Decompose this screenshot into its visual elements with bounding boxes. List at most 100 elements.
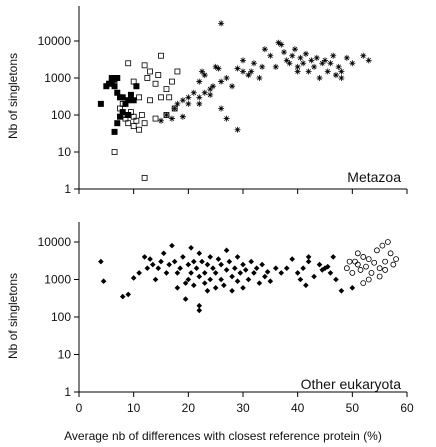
data-point [147, 97, 153, 104]
data-point [179, 97, 186, 104]
data-point [393, 256, 399, 262]
data-point [196, 250, 203, 257]
data-point [125, 60, 132, 67]
data-point [136, 94, 143, 101]
data-point [376, 265, 383, 272]
data-point [125, 291, 131, 298]
y-tick-label: 1000 [44, 71, 71, 85]
x-tick-label: 20 [182, 401, 196, 415]
data-point [248, 68, 255, 75]
data-point [207, 91, 214, 98]
data-point [240, 57, 246, 64]
data-point [98, 258, 104, 265]
data-point [245, 72, 252, 79]
data-point [305, 68, 312, 75]
data-point [327, 270, 334, 276]
data-point [273, 265, 279, 272]
data-point [374, 247, 380, 254]
data-point [327, 60, 334, 67]
data-point [100, 278, 107, 285]
data-point [201, 270, 208, 276]
data-point [119, 100, 126, 107]
data-point [144, 75, 151, 81]
data-point [237, 270, 244, 276]
data-point [111, 149, 118, 155]
data-point [234, 65, 241, 72]
other-eukaryota-y-axis-label: Nb of singletons [6, 273, 20, 359]
data-point [308, 57, 315, 64]
data-point [171, 258, 178, 265]
x-tick-label: 30 [236, 401, 250, 415]
data-point [297, 54, 304, 61]
data-point [259, 261, 265, 268]
data-point [330, 254, 336, 260]
data-point [169, 242, 175, 249]
data-point [360, 52, 367, 59]
data-point [174, 285, 181, 291]
data-point [174, 100, 181, 107]
data-point [218, 78, 225, 85]
data-point [338, 75, 345, 81]
data-point [158, 117, 164, 124]
data-point [294, 270, 301, 276]
data-point [191, 282, 197, 289]
data-point [196, 302, 203, 309]
data-point [125, 97, 132, 104]
data-point [193, 265, 200, 272]
data-point [218, 20, 225, 27]
data-point [201, 72, 208, 79]
y-tick-label: 10 [58, 348, 72, 362]
data-point [138, 112, 145, 118]
data-point [209, 83, 216, 90]
data-point [332, 72, 339, 79]
data-point [245, 276, 252, 283]
data-point [240, 68, 246, 75]
data-point [152, 276, 159, 283]
data-point [256, 75, 263, 81]
data-point [281, 49, 287, 56]
data-point [180, 254, 186, 260]
data-point [152, 115, 159, 122]
data-point [316, 261, 323, 268]
data-point [185, 100, 192, 107]
y-tick-label: 10000 [38, 34, 72, 48]
data-point [196, 100, 203, 107]
data-point [278, 41, 285, 48]
data-point [305, 254, 312, 260]
data-point [352, 258, 358, 265]
data-point [286, 60, 293, 67]
data-point [302, 50, 309, 57]
data-point [133, 117, 140, 124]
data-point [283, 265, 290, 272]
x-tick-label: 10 [127, 401, 141, 415]
metazoa-panel: Nb of singletons Metazoa 10000 1000 100 10 1 [6, 6, 408, 196]
data-point [223, 75, 230, 81]
data-point [253, 265, 260, 272]
data-point [333, 276, 339, 283]
data-point [294, 68, 301, 75]
data-point [384, 239, 391, 245]
data-point [267, 52, 274, 59]
data-point [182, 296, 189, 302]
data-point [144, 265, 151, 272]
data-point [188, 245, 194, 251]
data-point [150, 261, 156, 268]
data-point [354, 250, 361, 257]
data-point [324, 68, 331, 75]
data-point [303, 282, 309, 289]
data-point [324, 263, 331, 270]
data-point [212, 285, 219, 291]
data-point [174, 68, 181, 75]
data-point [218, 276, 224, 283]
data-point [147, 68, 153, 75]
data-point [229, 273, 235, 280]
data-point [199, 258, 205, 265]
data-point [319, 60, 326, 67]
x-tick-label: 50 [346, 401, 360, 415]
data-point [311, 273, 317, 280]
data-point [376, 273, 383, 280]
data-point [261, 46, 268, 53]
data-point [291, 46, 298, 53]
data-point [221, 282, 227, 289]
